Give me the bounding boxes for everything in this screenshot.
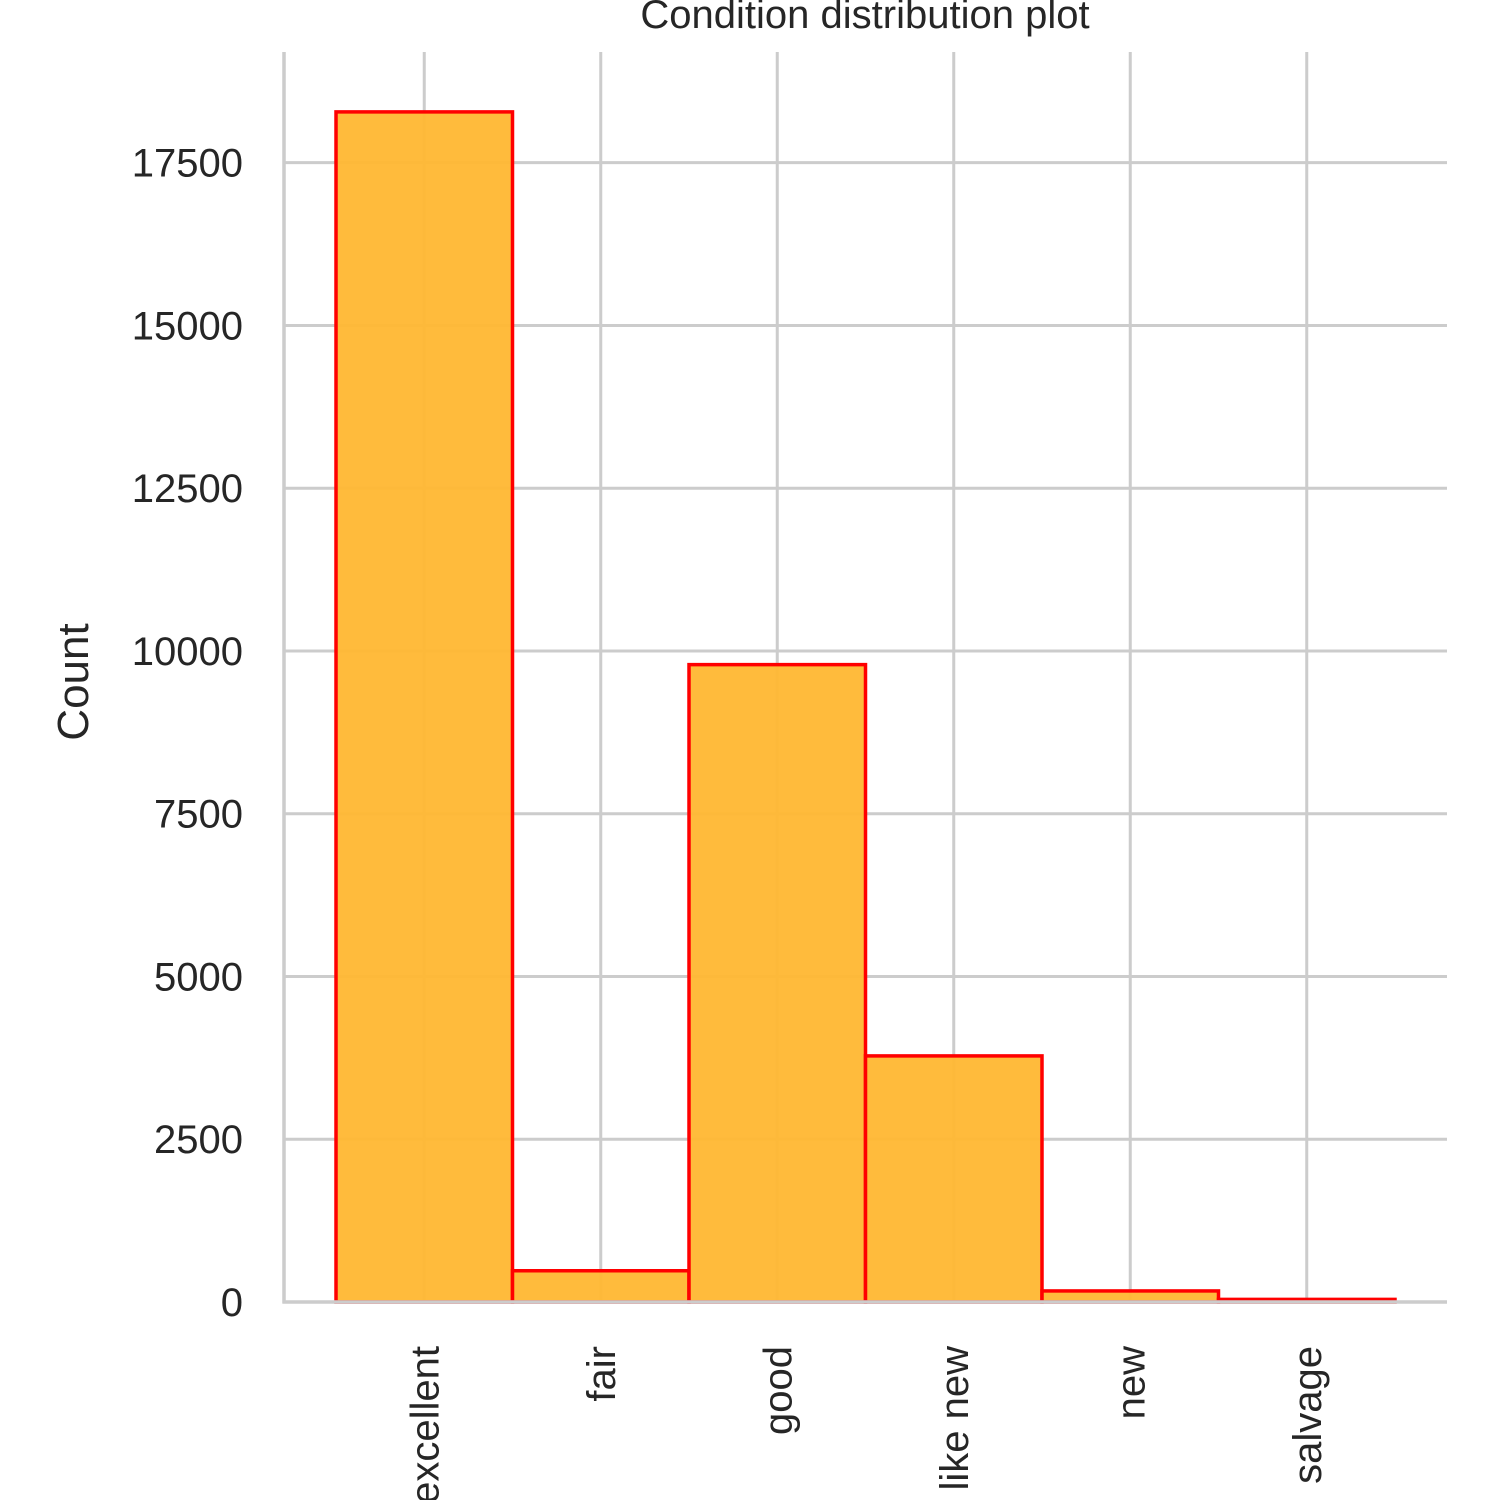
y-tick-label: 2500 — [154, 1118, 243, 1162]
x-tick-label: like new — [933, 1346, 977, 1491]
bar-excellent — [334, 110, 515, 1304]
bar-good — [687, 662, 868, 1304]
bar-fair — [510, 1269, 691, 1304]
bar-like-new — [863, 1054, 1044, 1304]
x-tick-label: fair — [580, 1346, 624, 1402]
y-tick-label: 7500 — [154, 793, 243, 837]
x-tick-label: excellent — [403, 1346, 447, 1500]
chart-title: Condition distribution plot — [640, 0, 1089, 37]
y-tick-label: 17500 — [132, 142, 243, 186]
y-tick-label: 5000 — [154, 955, 243, 999]
y-tick-label: 0 — [221, 1281, 243, 1325]
y-tick-label: 12500 — [132, 467, 243, 511]
y-tick-label: 15000 — [132, 304, 243, 348]
y-tick-labels: 0 2500 5000 7500 10000 12500 15000 17500 — [132, 142, 243, 1325]
bars — [334, 110, 1397, 1304]
x-tick-label: new — [1109, 1346, 1153, 1419]
x-tick-labels: excellent fair good like new new salvage — [403, 1346, 1330, 1500]
x-tick-label: salvage — [1286, 1346, 1330, 1484]
axes-spines — [282, 52, 1447, 1304]
x-tick-label: good — [756, 1346, 800, 1435]
y-axis-label: Count — [49, 623, 98, 740]
y-tick-label: 10000 — [132, 630, 243, 674]
